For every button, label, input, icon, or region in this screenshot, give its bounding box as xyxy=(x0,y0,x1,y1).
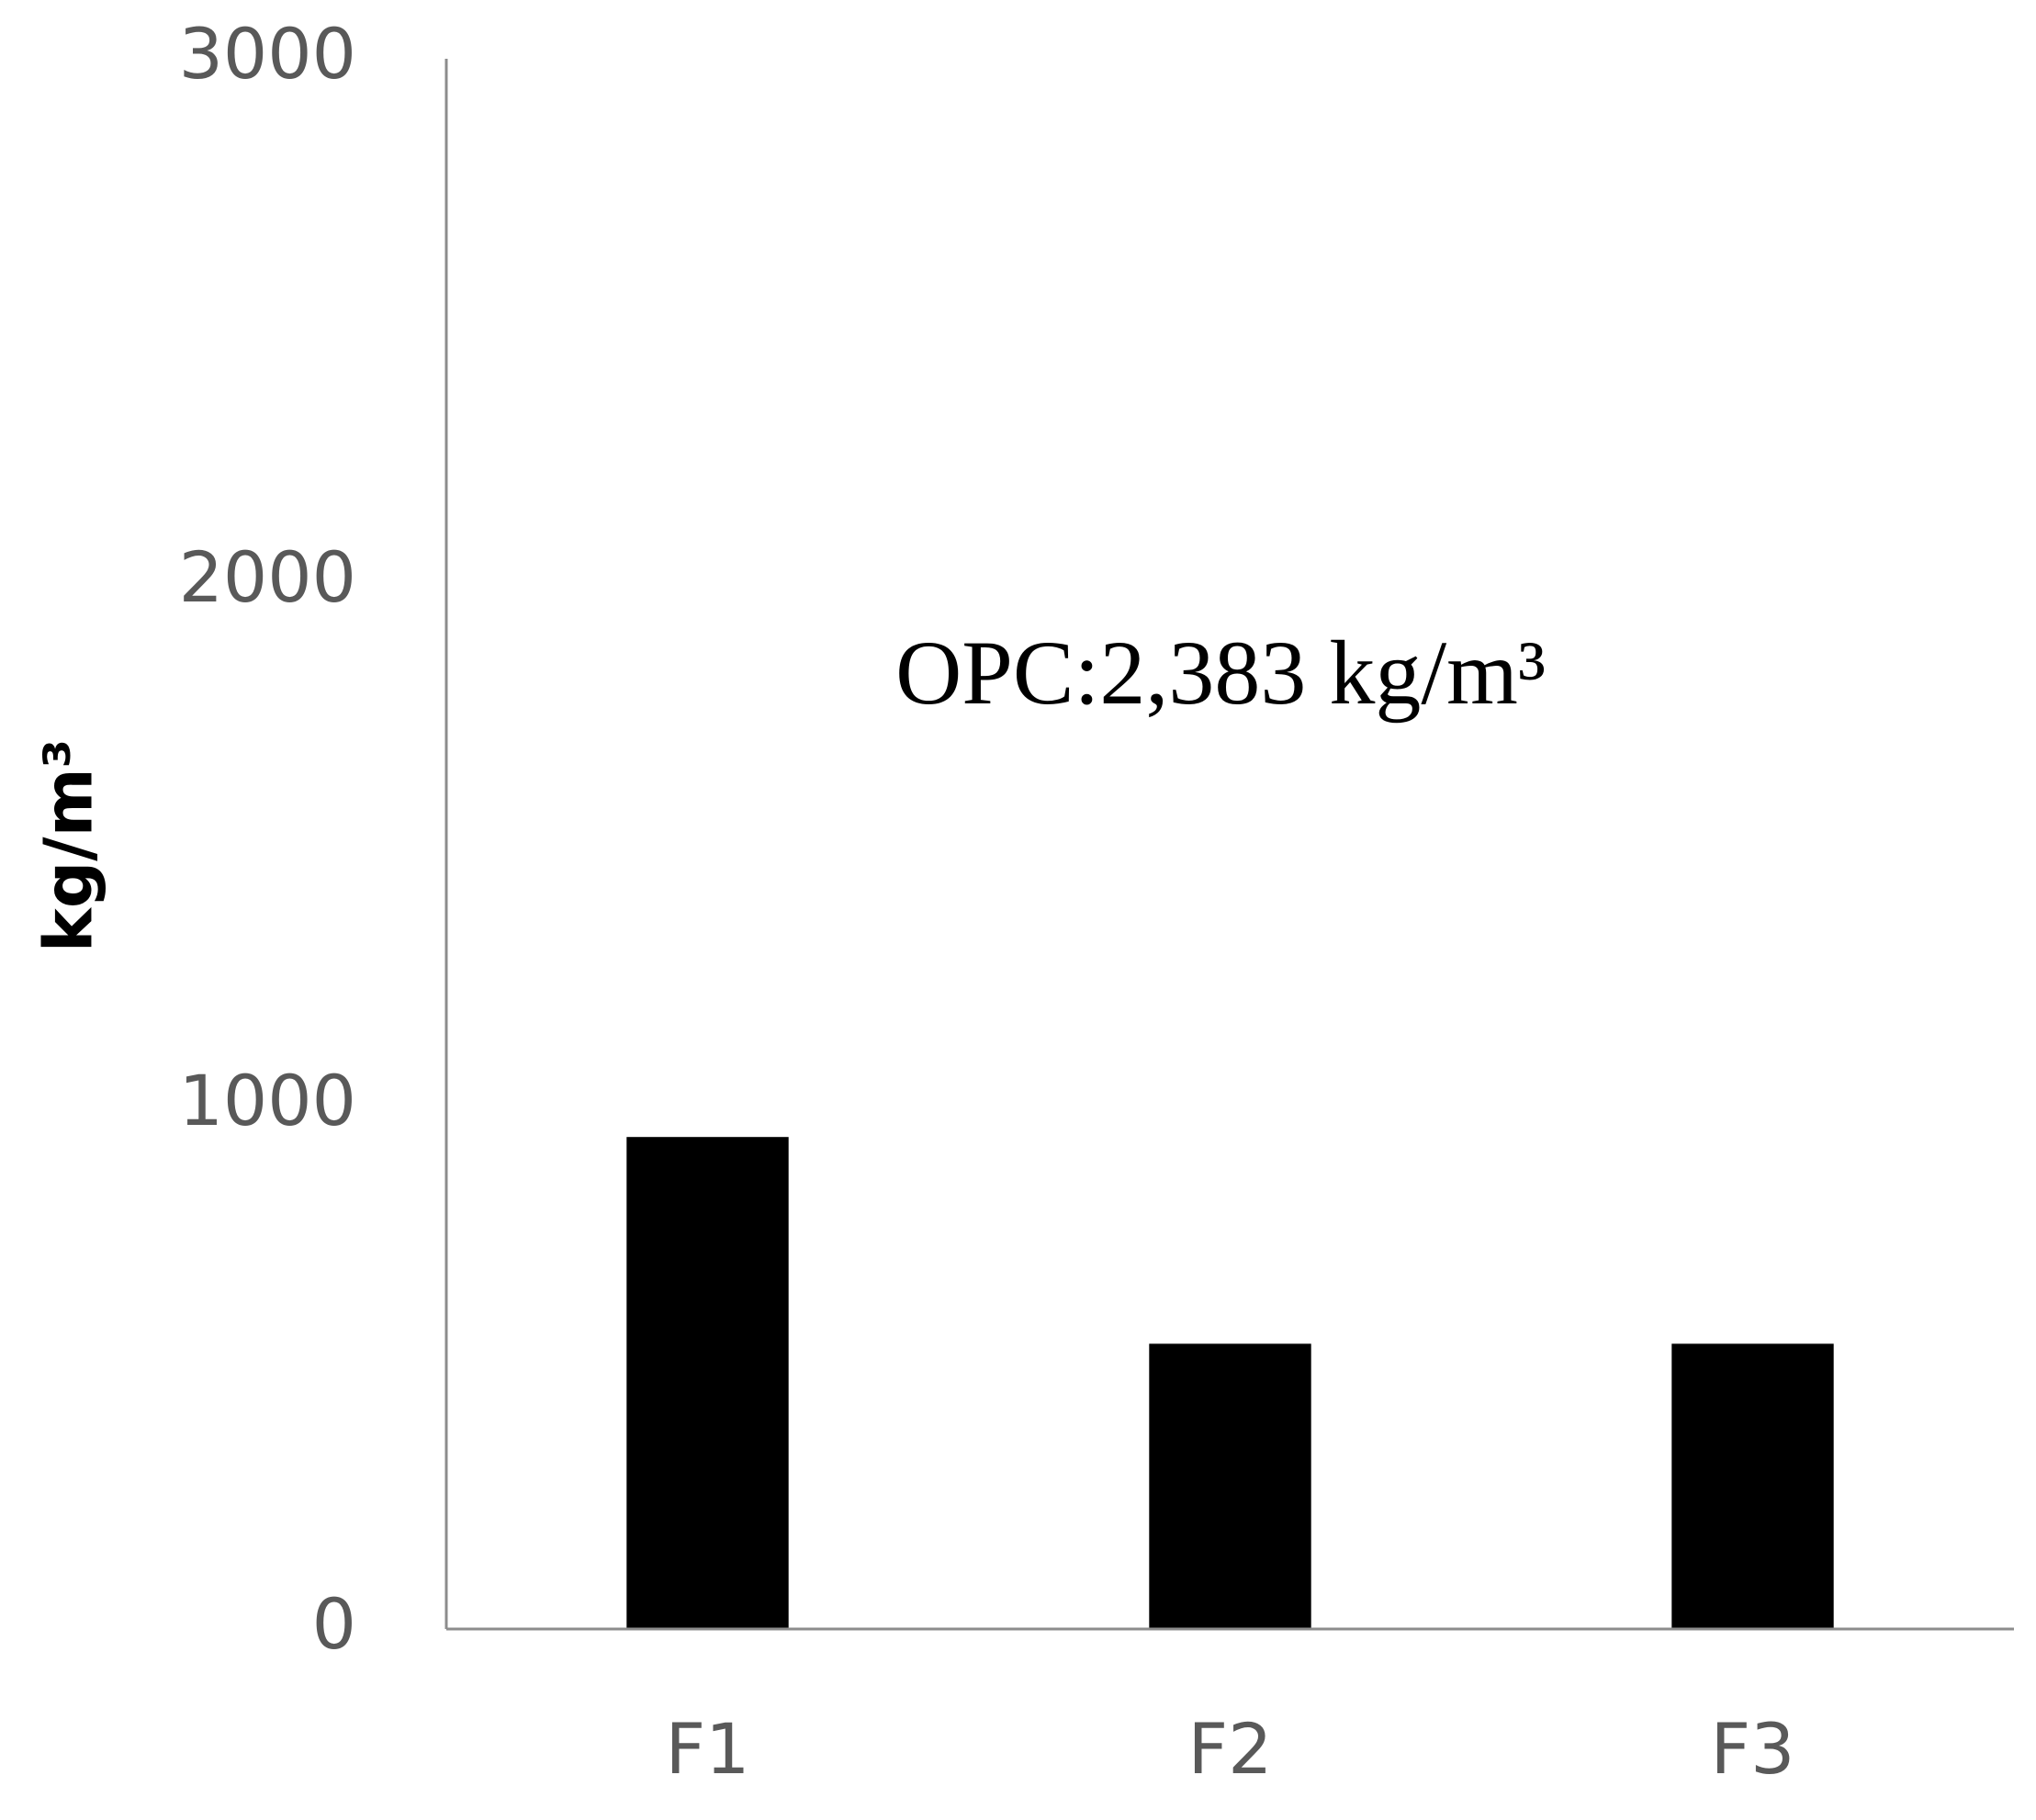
x-tick-label: F3 xyxy=(1710,1708,1794,1790)
x-tick-label: F1 xyxy=(665,1708,749,1790)
y-tick-label: 0 xyxy=(312,1583,356,1665)
bar xyxy=(626,1137,789,1629)
annotation: OPC:2,383 kg/m³ xyxy=(895,622,1546,724)
y-tick-label: 2000 xyxy=(179,536,356,618)
x-tick-label: F2 xyxy=(1187,1708,1272,1790)
bar xyxy=(1149,1343,1311,1629)
y-axis-label: kg/m³ xyxy=(30,739,107,952)
y-tick-label: 3000 xyxy=(179,13,356,95)
y-tick-label: 1000 xyxy=(179,1060,356,1141)
bar xyxy=(1671,1343,1834,1629)
